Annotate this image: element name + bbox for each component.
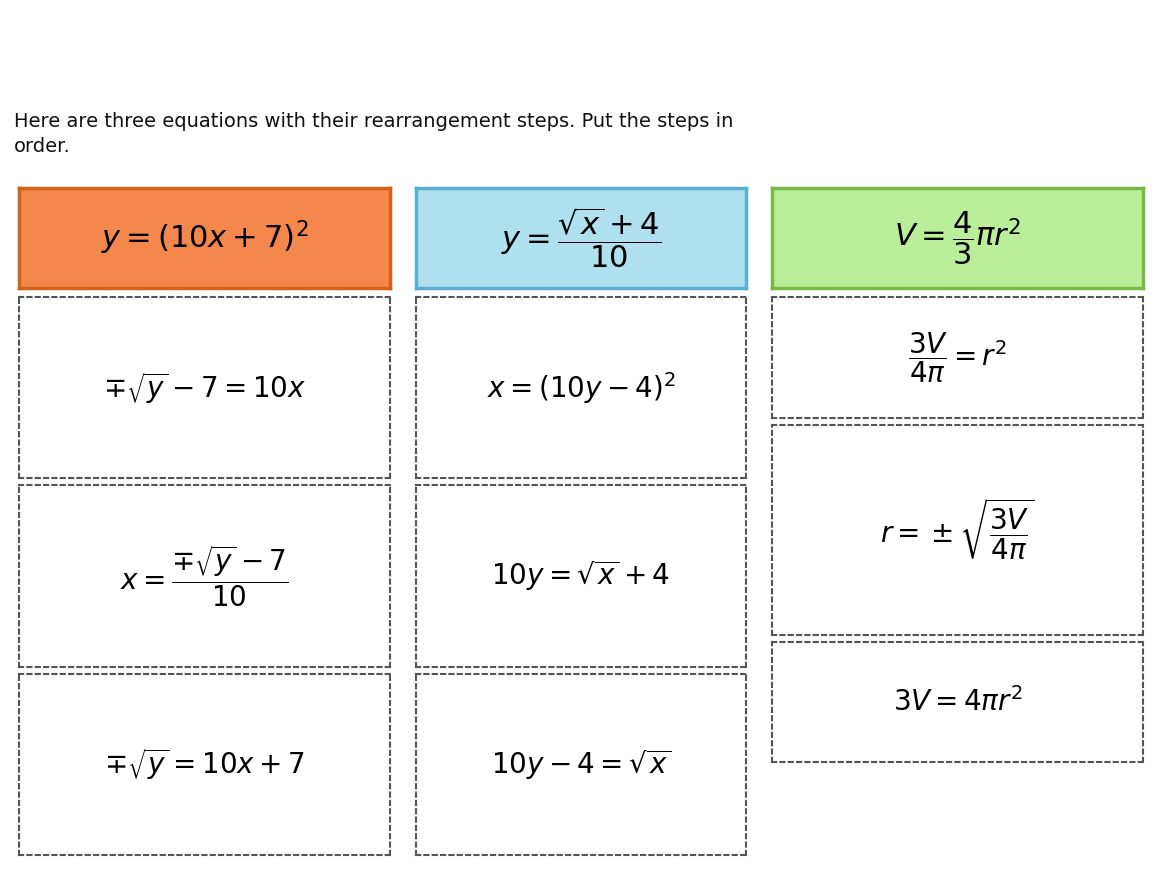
Text: $r = \pm\sqrt{\dfrac{3V}{4\pi}}$: $r = \pm\sqrt{\dfrac{3V}{4\pi}}$ [881, 497, 1034, 562]
Text: Here are three equations with their rearrangement steps. Put the steps in
order.: Here are three equations with their rear… [14, 112, 733, 156]
Text: $y = (10x + 7)^2$: $y = (10x + 7)^2$ [101, 218, 308, 258]
Text: $V = \dfrac{4}{3}\pi r^2$: $V = \dfrac{4}{3}\pi r^2$ [894, 210, 1021, 267]
Text: $\dfrac{3V}{4\pi} = r^2$: $\dfrac{3V}{4\pi} = r^2$ [909, 330, 1006, 385]
Text: $10y = \sqrt{x}+4$: $10y = \sqrt{x}+4$ [492, 558, 670, 593]
Text: $x = (10y-4)^2$: $x = (10y-4)^2$ [487, 370, 675, 406]
Text: Changing the subject of a formula or equation: Changing the subject of a formula or equ… [14, 31, 1100, 73]
Text: $x = \dfrac{\mp\sqrt{y}-7}{10}$: $x = \dfrac{\mp\sqrt{y}-7}{10}$ [121, 544, 288, 608]
Text: $y = \dfrac{\sqrt{x}+4}{10}$: $y = \dfrac{\sqrt{x}+4}{10}$ [501, 206, 661, 270]
Text: $\mp\sqrt{y} = 10x + 7$: $\mp\sqrt{y} = 10x + 7$ [105, 746, 304, 782]
Text: $3V = 4\pi r^2$: $3V = 4\pi r^2$ [892, 687, 1023, 717]
Text: $10y - 4 = \sqrt{x}$: $10y - 4 = \sqrt{x}$ [490, 747, 672, 781]
Text: $\mp\sqrt{y} - 7 = 10x$: $\mp\sqrt{y} - 7 = 10x$ [103, 370, 306, 406]
